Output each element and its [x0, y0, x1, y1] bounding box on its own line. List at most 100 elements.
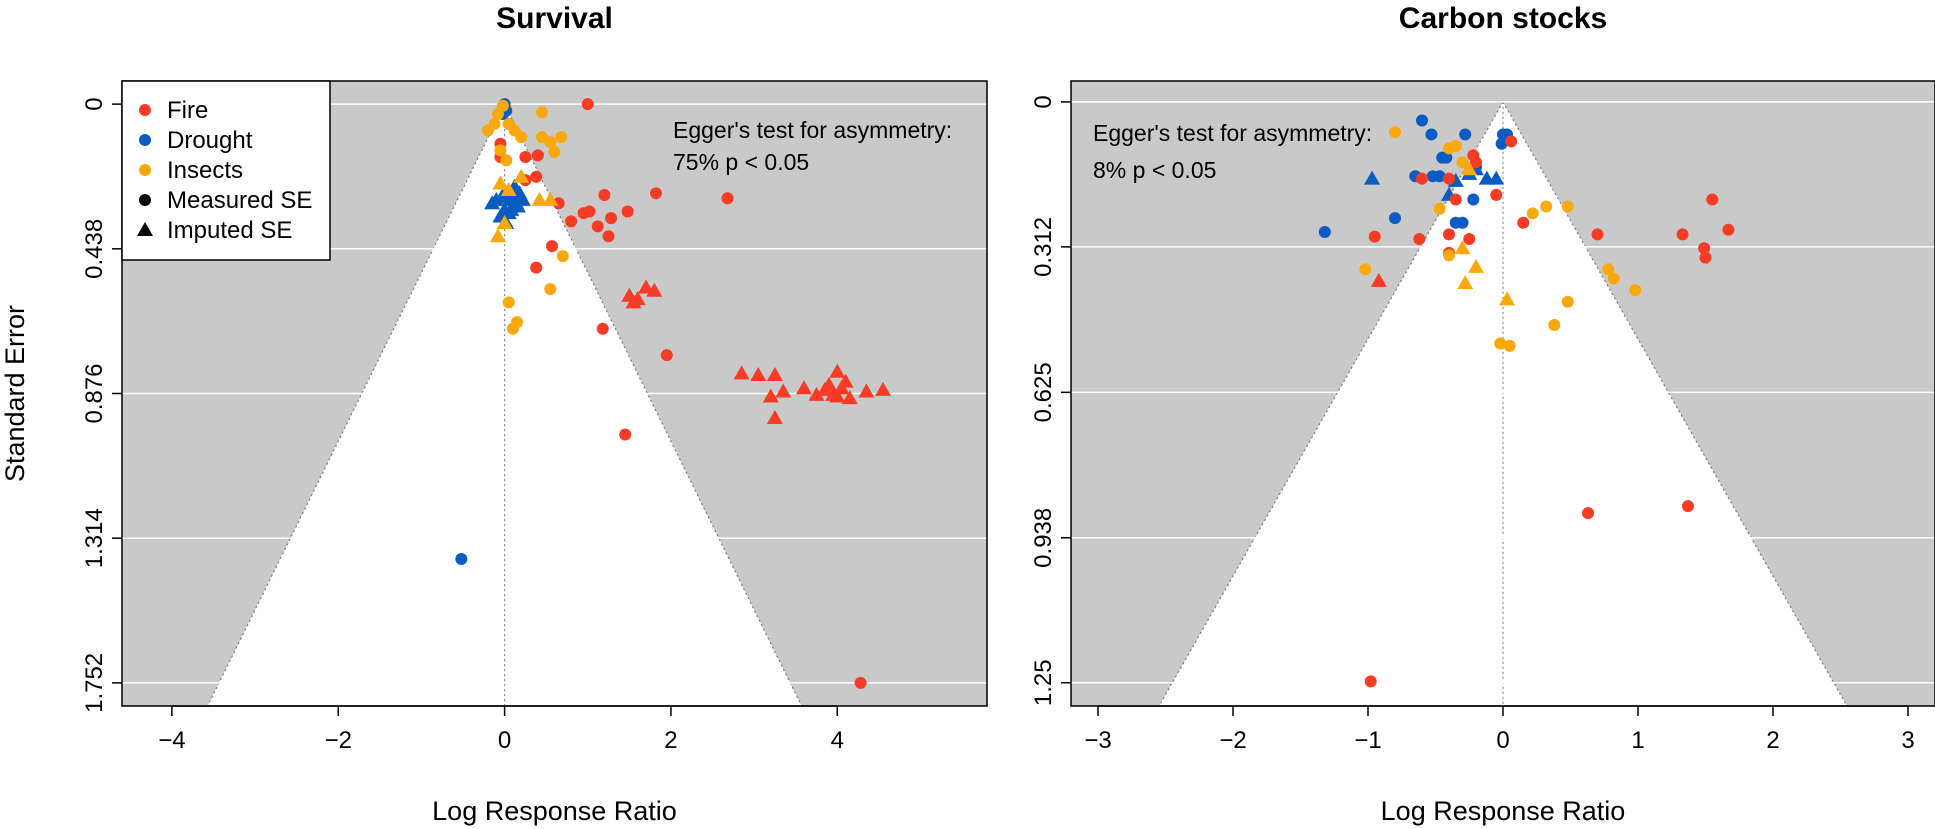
- x-tick-label: −2: [325, 727, 352, 754]
- x-tick-label: 3: [1901, 727, 1914, 754]
- x-axis: −3 −2 −1 0 1 2 3: [1084, 705, 1915, 754]
- point-insects-measured: [1607, 272, 1620, 285]
- point-insects-measured: [548, 146, 561, 159]
- point-fire-measured: [581, 98, 594, 111]
- point-insects-measured: [500, 154, 513, 167]
- point-insects-measured: [1443, 249, 1455, 262]
- legend-marker-triangle: [137, 222, 153, 236]
- egger-annotation-line1: Egger's test for asymmetry:: [673, 117, 952, 143]
- point-insects-measured: [491, 108, 504, 121]
- chart-title: Carbon stocks: [1399, 2, 1607, 35]
- y-tick-label: 1.314: [81, 508, 108, 568]
- point-insects-measured: [1540, 200, 1553, 213]
- point-insects-measured: [1433, 202, 1446, 215]
- point-drought-measured: [455, 552, 468, 565]
- point-fire-measured: [546, 240, 559, 253]
- point-fire-measured: [1449, 193, 1462, 206]
- x-tick-label: 4: [831, 727, 844, 754]
- point-fire-measured: [1364, 675, 1377, 688]
- y-axis: 0 0.438 0.876 1.314 1.752: [81, 97, 122, 713]
- point-fire-measured: [721, 192, 734, 205]
- point-fire-measured: [1699, 251, 1712, 264]
- point-drought-measured: [1495, 137, 1508, 150]
- point-fire-imputed: [858, 383, 875, 398]
- point-insects-imputed: [513, 168, 530, 183]
- point-fire-measured: [1413, 232, 1426, 245]
- point-fire-measured: [598, 188, 611, 201]
- point-fire-imputed: [733, 365, 750, 380]
- gridlines: [1071, 101, 1935, 684]
- point-fire-imputed: [766, 367, 783, 382]
- point-fire-measured: [1470, 156, 1482, 169]
- point-fire-measured: [1490, 188, 1503, 201]
- point-fire-imputed: [829, 363, 846, 378]
- point-fire-measured: [591, 220, 604, 233]
- point-fire-measured: [619, 428, 632, 441]
- x-tick-label: −4: [158, 727, 185, 754]
- legend-marker-insects: [139, 164, 151, 176]
- point-fire-measured: [1416, 172, 1428, 185]
- legend: Fire Drought Insects Measured SE Imputed SE: [121, 80, 331, 261]
- point-fire-imputed: [766, 409, 783, 424]
- legend-label: Measured SE: [167, 187, 312, 214]
- legend-label: Fire: [167, 97, 208, 124]
- legend-marker-measured-se: [139, 194, 151, 206]
- point-drought-measured: [1459, 128, 1472, 141]
- y-tick-label: 0.625: [1030, 362, 1057, 422]
- legend-box: [121, 80, 331, 261]
- funnel-left-bound: [207, 103, 506, 707]
- point-drought-imputed: [1488, 170, 1505, 185]
- point-insects-measured: [544, 136, 557, 149]
- point-fire-measured: [1443, 228, 1455, 241]
- x-axis-label: Log Response Ratio: [1381, 796, 1626, 826]
- x-tick-label: 0: [1496, 727, 1509, 754]
- point-fire-measured: [649, 187, 662, 200]
- point-fire-imputed: [808, 386, 825, 401]
- point-fire-measured: [660, 349, 673, 362]
- point-fire-measured: [1681, 500, 1694, 513]
- point-fire-measured: [621, 205, 634, 218]
- point-fire-measured: [519, 150, 532, 163]
- point-fire-imputed: [625, 294, 642, 309]
- point-fire-measured: [530, 170, 543, 183]
- point-insects-measured: [1561, 200, 1574, 213]
- legend-label: Drought: [167, 127, 253, 154]
- point-insects-measured: [1389, 126, 1401, 139]
- y-tick-label: 0: [81, 97, 108, 110]
- point-fire-measured: [1505, 135, 1518, 148]
- point-insects-measured: [556, 250, 569, 263]
- y-tick-label: 0.312: [1030, 217, 1057, 277]
- point-fire-imputed: [775, 383, 792, 398]
- point-fire-measured: [552, 197, 565, 210]
- point-insects-imputed: [492, 175, 509, 190]
- y-tick-label: 1.752: [81, 653, 108, 713]
- y-tick-label: 0.938: [1030, 508, 1057, 568]
- point-fire-measured: [605, 212, 618, 225]
- point-insects-measured: [1629, 284, 1642, 297]
- point-fire-measured: [1368, 230, 1381, 243]
- egger-annotation-line1: Egger's test for asymmetry:: [1093, 120, 1372, 146]
- x-tick-label: 2: [1766, 727, 1779, 754]
- y-tick-label: 0.438: [81, 219, 108, 279]
- point-fire-imputed: [1370, 272, 1387, 287]
- point-insects-measured: [481, 124, 494, 137]
- point-insects-imputed: [1499, 291, 1516, 306]
- point-insects-measured: [1526, 207, 1539, 220]
- point-drought-measured: [1467, 193, 1480, 206]
- point-insects-measured: [502, 117, 515, 130]
- point-fire-measured: [1722, 223, 1735, 236]
- egger-annotation-line2: 8% p < 0.05: [1093, 157, 1216, 183]
- point-drought-imputed: [509, 198, 526, 213]
- point-insects-imputed: [531, 191, 548, 206]
- y-tick-label: 0: [1030, 95, 1057, 108]
- point-fire-imputed: [837, 373, 854, 388]
- egger-annotation-line2: 75% p < 0.05: [673, 149, 809, 175]
- point-insects-measured: [1602, 263, 1615, 276]
- point-insects-measured: [494, 144, 507, 157]
- funnel-triangle: [1159, 101, 1847, 707]
- point-drought-measured: [1433, 170, 1446, 183]
- point-insects-measured: [555, 131, 568, 144]
- point-fire-imputed: [762, 388, 779, 403]
- y-axis: 0 0.312 0.625 0.938 1.25: [1030, 95, 1071, 706]
